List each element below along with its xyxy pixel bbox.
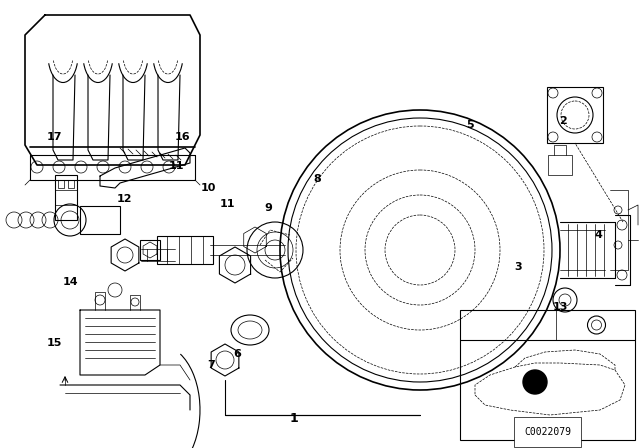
Bar: [58, 180, 64, 188]
Bar: [460, 310, 635, 440]
Bar: [80, 206, 120, 234]
Text: 2: 2: [559, 116, 567, 126]
Text: 1: 1: [290, 412, 299, 426]
Text: 8: 8: [313, 174, 321, 184]
Text: 10: 10: [200, 183, 216, 193]
Text: C0022079: C0022079: [524, 427, 571, 437]
Text: 3: 3: [515, 262, 522, 271]
Text: 4: 4: [595, 230, 602, 240]
Text: 9: 9: [265, 203, 273, 213]
Text: 7: 7: [207, 360, 215, 370]
Text: 14: 14: [63, 277, 78, 287]
Text: 6: 6: [233, 349, 241, 359]
Bar: [68, 180, 74, 188]
Text: 11: 11: [220, 199, 235, 209]
Text: 11: 11: [168, 161, 184, 171]
Bar: [548, 155, 572, 175]
Text: 12: 12: [117, 194, 132, 204]
Text: 16: 16: [175, 132, 190, 142]
Bar: [157, 236, 213, 264]
Text: 15: 15: [47, 338, 62, 348]
Bar: [55, 175, 77, 220]
Bar: [140, 240, 160, 260]
Bar: [547, 87, 603, 143]
Text: 13: 13: [552, 302, 568, 312]
Text: 17: 17: [47, 132, 62, 142]
Circle shape: [523, 370, 547, 394]
Text: 5: 5: [467, 121, 474, 130]
